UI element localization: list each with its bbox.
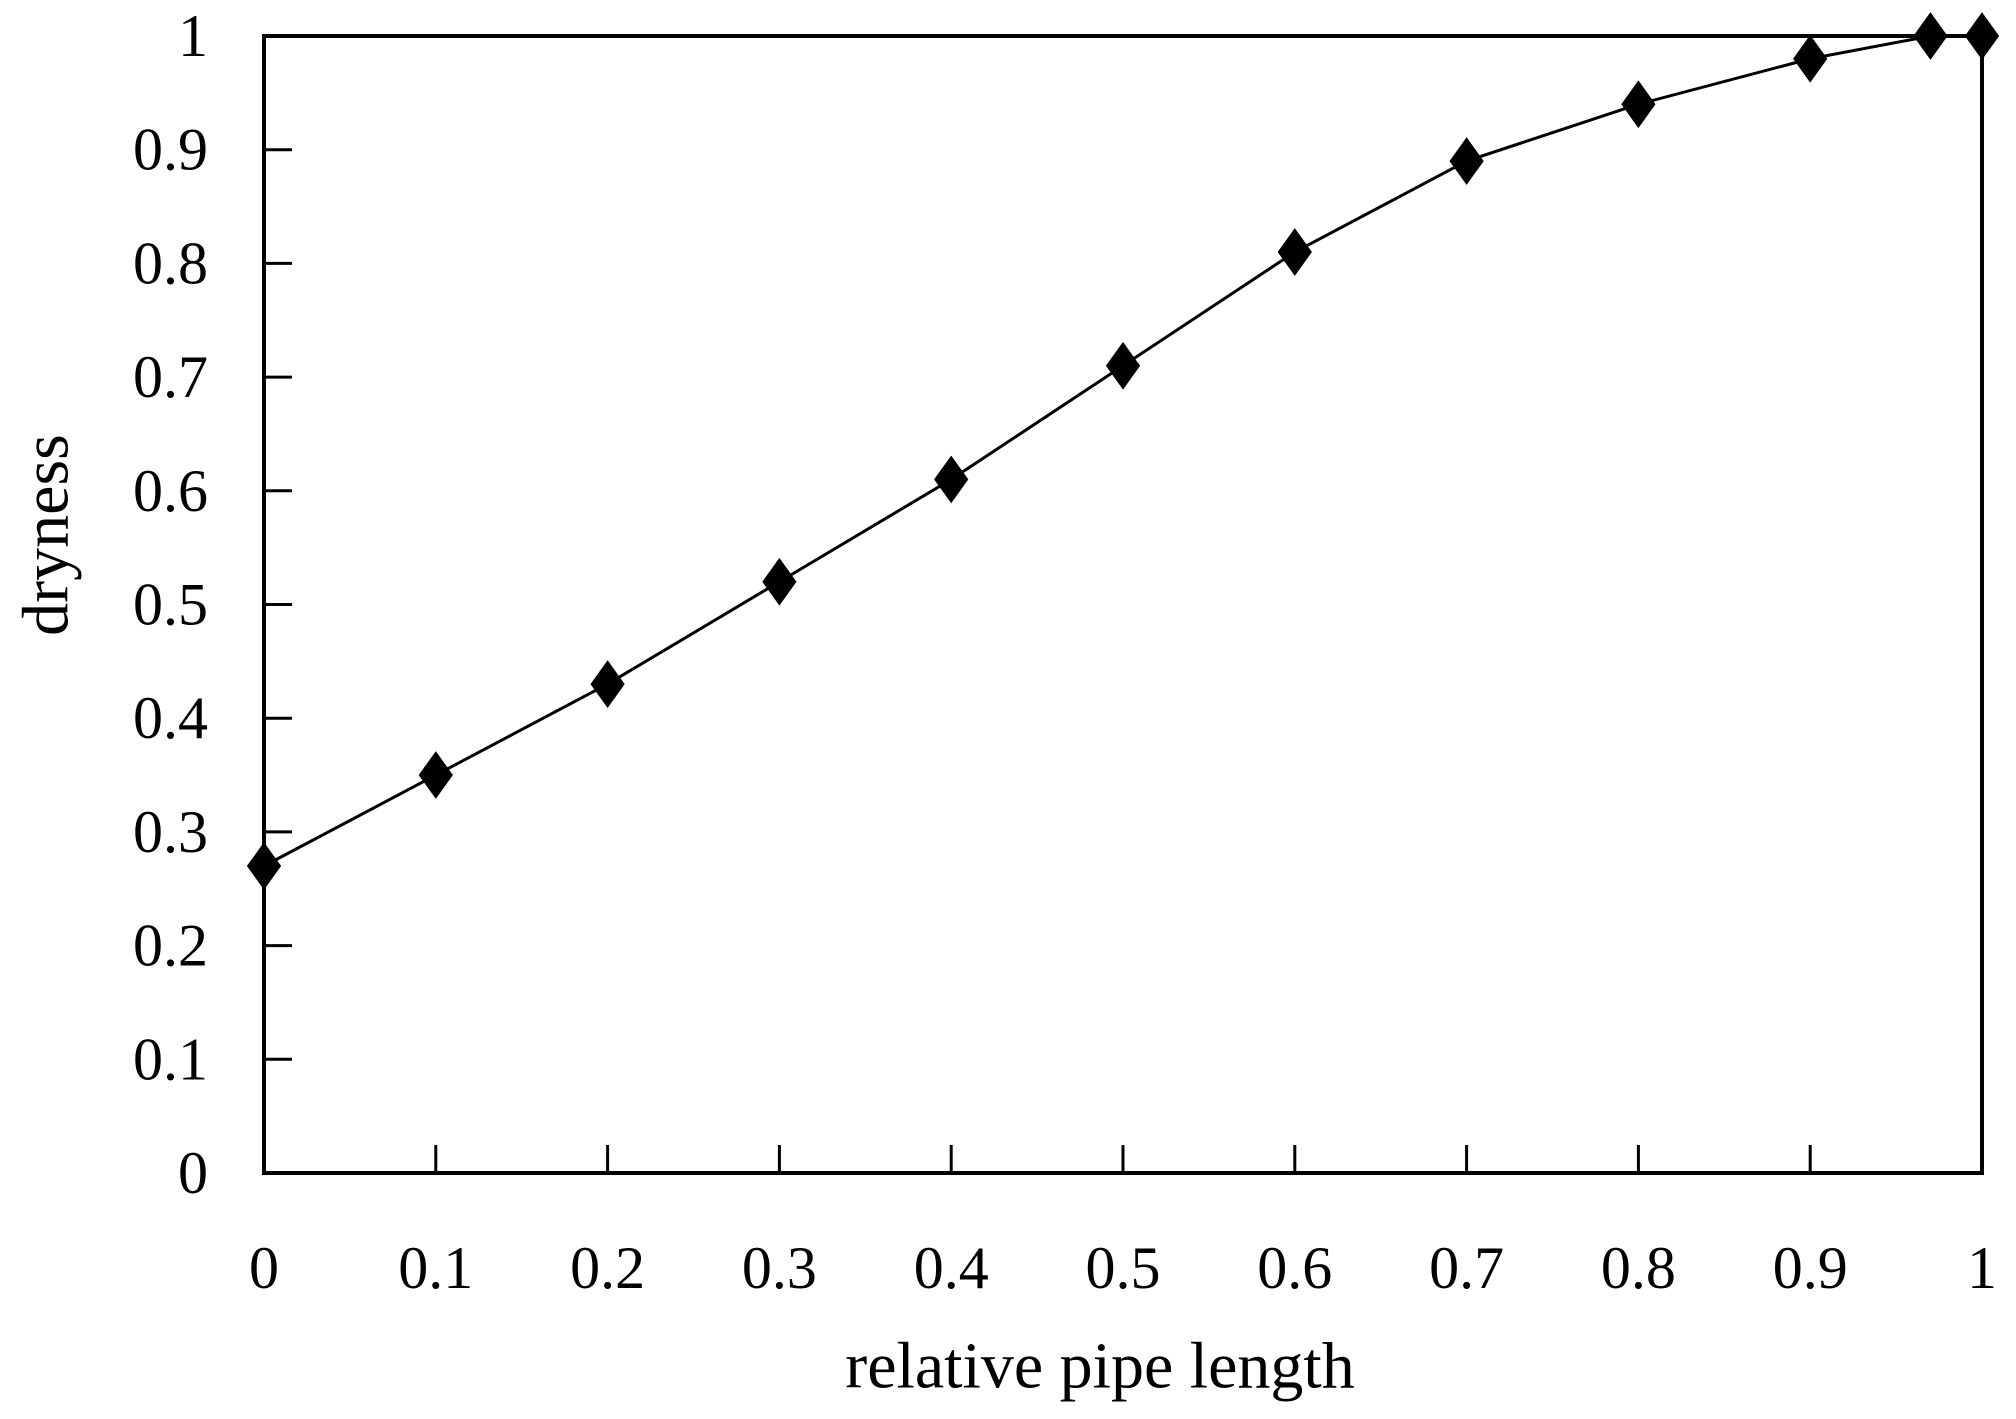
data-point-marker (1105, 341, 1141, 390)
x-tick-label: 1 (1967, 1235, 1997, 1301)
data-line (263, 34, 1982, 868)
x-tick-label: 0.7 (1429, 1235, 1504, 1301)
data-point-marker (934, 455, 969, 504)
y-tick-label: 1 (178, 3, 208, 69)
data-point-marker (762, 557, 797, 606)
y-tick-label: 0.4 (133, 685, 208, 751)
data-point-marker (1449, 137, 1484, 185)
data-point-marker (1277, 228, 1312, 276)
plot-frame (262, 34, 1984, 1175)
x-tick-label: 0.6 (1257, 1235, 1332, 1301)
x-tick-label: 0.5 (1086, 1235, 1161, 1301)
data-point-marker (1913, 12, 1948, 60)
data-point-marker (590, 660, 625, 708)
data-point-marker (1793, 34, 1828, 83)
y-axis-title: dryness (10, 434, 83, 636)
x-tick-label: 0.1 (398, 1235, 473, 1301)
y-tick-label: 0.5 (133, 572, 208, 638)
x-tick-label: 0 (249, 1235, 279, 1301)
data-point-marker (1964, 12, 2000, 60)
data-point-marker (1621, 80, 1656, 129)
x-tick-label: 0.8 (1601, 1235, 1676, 1301)
plot-render-layer: 0 0.1 0.2 0.3 0.4 0.5 0.6 0.7 0.8 0.9 1 0 0.1 0.2 0.3 0… (133, 3, 2000, 1301)
x-tick-label: 0.4 (914, 1235, 989, 1301)
x-axis-title: relative pipe length (845, 1330, 1354, 1403)
y-tick-label: 0.8 (133, 230, 208, 296)
y-tick-label: 0.1 (133, 1026, 208, 1092)
x-tick-label: 0.9 (1773, 1235, 1848, 1301)
y-tick-label: 0.2 (133, 913, 208, 979)
x-tick-label: 0.2 (570, 1235, 645, 1301)
y-tick-label: 0 (178, 1140, 208, 1206)
y-tick-label: 0.3 (133, 799, 208, 865)
y-tick-label: 0.7 (133, 344, 208, 410)
data-point-marker (246, 842, 282, 890)
y-tick-label: 0.9 (133, 117, 208, 183)
x-tick-label: 0.3 (742, 1235, 817, 1301)
y-tick-label: 0.6 (133, 458, 208, 524)
data-point-marker (418, 751, 453, 799)
